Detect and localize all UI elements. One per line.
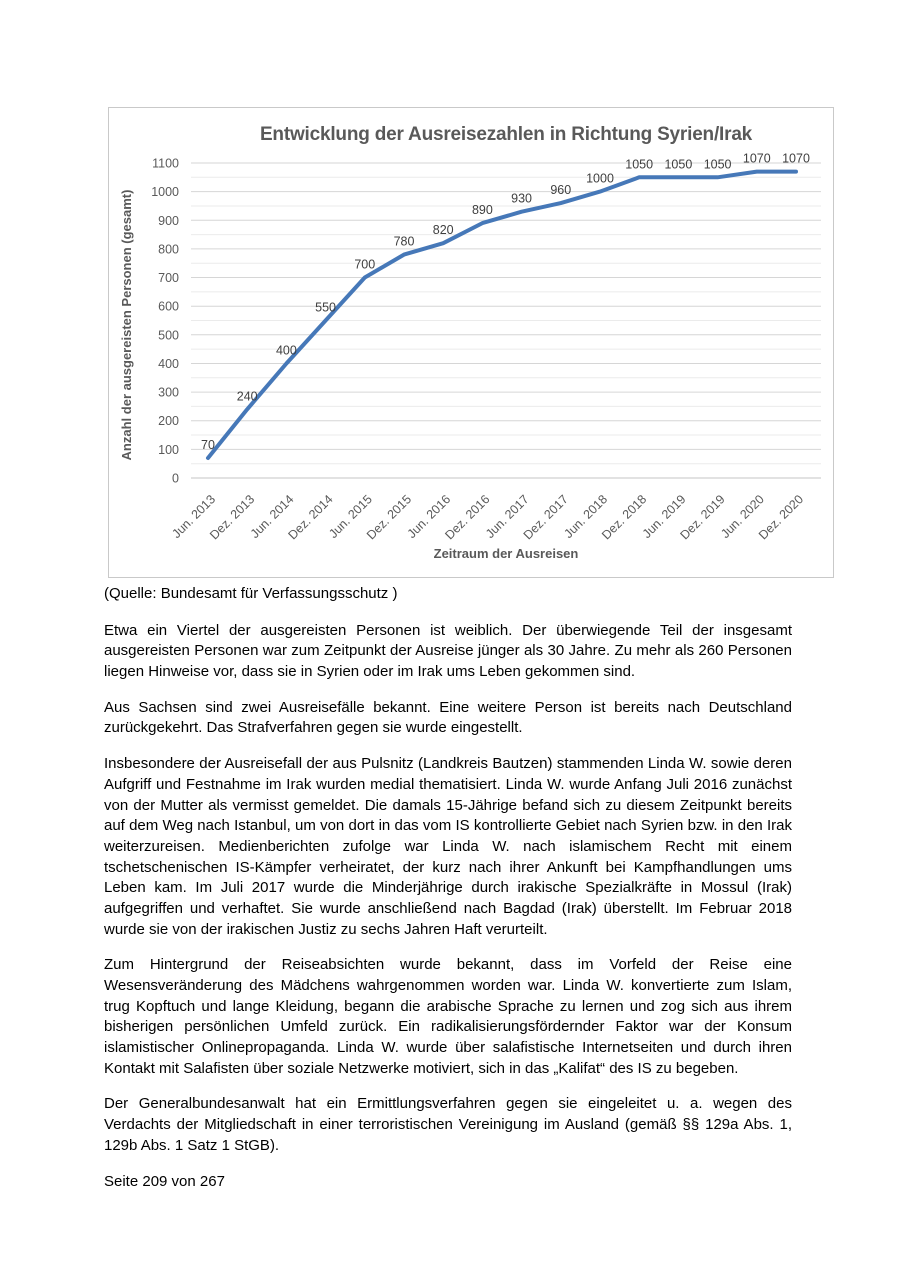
paragraph-4: Zum Hintergrund der Reiseabsichten wurde… — [104, 956, 792, 1077]
paragraph-2: Aus Sachsen sind zwei Ausreisefälle beka… — [104, 698, 792, 737]
y-tick-label: 800 — [158, 242, 179, 256]
data-label: 1000 — [586, 172, 614, 186]
y-axis-title: Anzahl der ausgereisten Personen (gesamt… — [119, 190, 134, 461]
y-tick-label: 900 — [158, 214, 179, 228]
y-tick-label: 500 — [158, 328, 179, 342]
ausreisezahlen-line-chart: 0 100 200 300 400 500 600 700 800 900 1000 1100 Jun.… — [108, 107, 834, 578]
y-tick-label: 0 — [172, 472, 179, 486]
data-label: 400 — [276, 344, 297, 358]
paragraph-1: Etwa ein Viertel der ausgereisten Person… — [104, 621, 792, 681]
chart-title: Entwicklung der Ausreisezahlen in Richtu… — [260, 124, 753, 145]
chart-canvas: 010020030040050060070080090010001100Jun.… — [119, 124, 821, 561]
data-label: 240 — [237, 389, 258, 403]
data-label: 70 — [201, 438, 215, 452]
data-label: 550 — [315, 301, 336, 315]
data-label: 1050 — [664, 157, 692, 171]
y-tick-label: 400 — [158, 357, 179, 371]
y-tick-label: 100 — [158, 443, 179, 457]
x-axis-title: Zeitraum der Ausreisen — [434, 546, 579, 561]
data-label: 960 — [550, 183, 571, 197]
y-tick-label: 200 — [158, 414, 179, 428]
page-number: Seite 209 von 267 — [104, 1172, 225, 1190]
y-tick-label: 1000 — [151, 185, 179, 199]
data-label: 1070 — [782, 152, 810, 166]
data-label: 1050 — [704, 157, 732, 171]
paragraph-3: Insbesondere der Ausreisefall der aus Pu… — [104, 755, 792, 938]
y-tick-label: 700 — [158, 271, 179, 285]
paragraph-5: Der Generalbundesanwalt hat ein Ermittlu… — [104, 1095, 792, 1154]
series-line — [206, 169, 798, 460]
body-text: (Quelle: Bundesamt für Verfassungsschutz… — [104, 584, 792, 1192]
data-label: 930 — [511, 192, 532, 206]
data-label: 1070 — [743, 152, 771, 166]
data-label: 890 — [472, 203, 493, 217]
y-tick-label: 600 — [158, 300, 179, 314]
chart-source-caption: (Quelle: Bundesamt für Verfassungsschutz… — [104, 585, 398, 602]
data-label: 1050 — [625, 157, 653, 171]
y-tick-label: 300 — [158, 386, 179, 400]
data-label: 780 — [394, 235, 415, 249]
y-tick-label: 1100 — [152, 157, 179, 171]
data-label: 820 — [433, 223, 454, 237]
data-label: 700 — [354, 258, 375, 272]
